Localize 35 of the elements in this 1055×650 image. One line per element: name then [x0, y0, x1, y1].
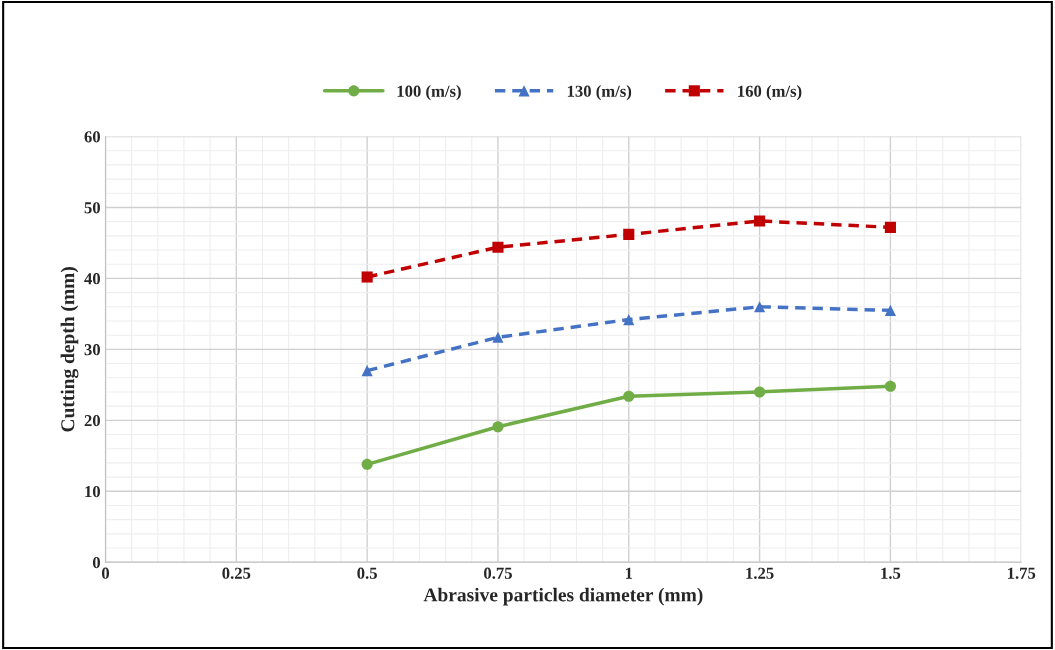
x-tick-label: 0	[101, 567, 110, 579]
x-tick-label: 1.5	[881, 567, 901, 579]
y-tick-label: 30	[84, 344, 100, 356]
x-tick-label: 0.5	[357, 567, 377, 579]
x-tick-label: 0.75	[484, 567, 512, 579]
x-axis-title: Abrasive particles diameter (mm)	[423, 587, 703, 606]
point	[492, 421, 504, 433]
legend-label: 160 (m/s)	[738, 85, 802, 101]
point	[754, 215, 766, 227]
y-axis-title: Cutting depth (mm)	[60, 267, 79, 432]
x-tick-label: 0.25	[222, 567, 251, 579]
point	[492, 241, 504, 253]
y-tick-label: 40	[84, 273, 100, 285]
y-tick-label: 60	[84, 131, 100, 143]
point	[361, 365, 373, 377]
point	[884, 304, 896, 316]
point	[884, 221, 896, 233]
y-tick-label: 0	[92, 556, 100, 569]
y-tick-label: 20	[84, 415, 100, 427]
point	[623, 314, 635, 326]
point	[361, 458, 373, 470]
point	[754, 386, 766, 398]
point	[623, 228, 635, 240]
legend-label: 130 (m/s)	[567, 85, 632, 101]
x-tick-label: 1	[625, 567, 633, 579]
point	[623, 390, 635, 402]
point	[884, 380, 896, 392]
point	[492, 331, 504, 343]
point	[361, 271, 373, 283]
y-tick-label: 50	[84, 202, 100, 214]
x-tick-label: 1.25	[746, 567, 774, 579]
point	[754, 301, 766, 313]
y-tick-label: 10	[85, 485, 100, 498]
legend-label: 100 (m/s)	[397, 85, 461, 101]
x-tick-label: 1.75	[1007, 567, 1036, 579]
